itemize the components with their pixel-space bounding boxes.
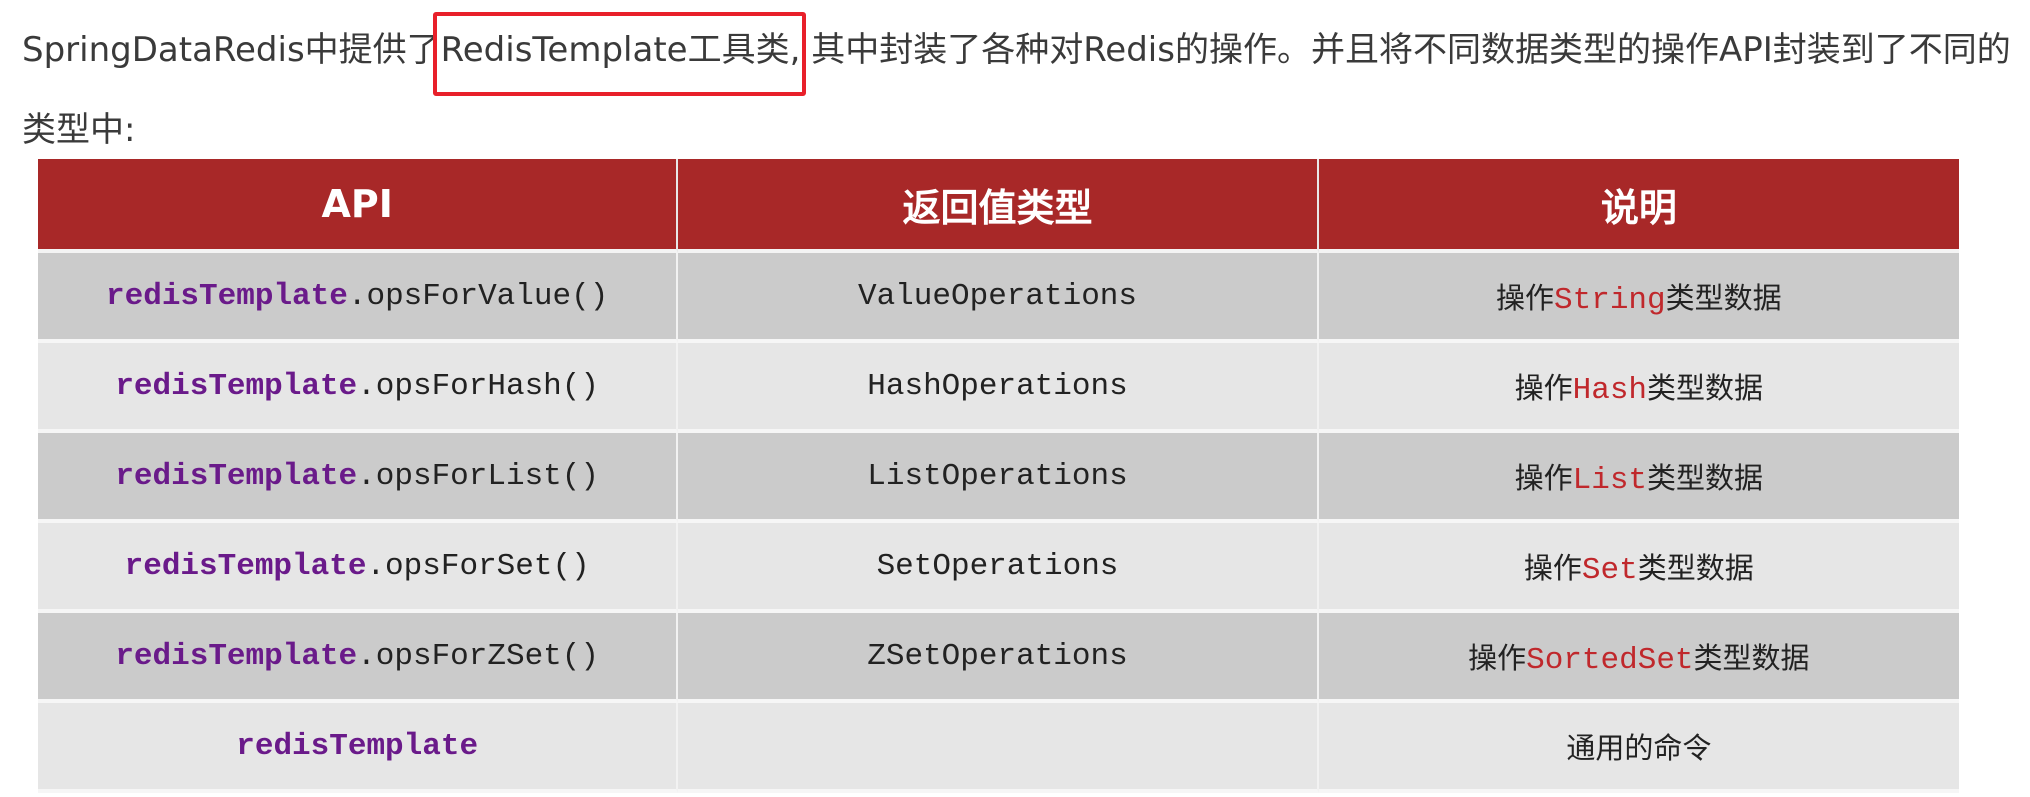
data-type-keyword: Hash (1572, 372, 1648, 408)
table-row: redisTemplate.opsForList() ListOperations… (38, 433, 1959, 523)
api-object: redisTemplate (115, 368, 358, 404)
description-prefix: 操作 (1496, 280, 1555, 315)
highlighted-phrase: RedisTemplate工具类, (432, 10, 807, 96)
header-api: API (38, 159, 679, 253)
description-cell: 通用的命令 (1318, 703, 1959, 793)
table-row: redisTemplate.opsForZSet() ZSetOperations… (38, 613, 1959, 703)
description-prefix: 操作 (1514, 370, 1573, 405)
api-method: .opsForHash() (357, 368, 599, 404)
description-suffix: 类型数据 (1665, 280, 1782, 315)
table-header-row: API 返回值类型 说明 (38, 159, 1959, 253)
api-object: redisTemplate (106, 278, 348, 314)
highlighted-text: RedisTemplate工具类, (440, 30, 801, 70)
return-type-cell: ListOperations (678, 433, 1319, 523)
api-method: .opsForZSet() (357, 638, 599, 674)
table-row: redisTemplate.opsForHash() HashOperations… (38, 343, 1959, 433)
table-row: redisTemplate 通用的命令 (38, 703, 1959, 793)
data-type-keyword: Set (1581, 552, 1638, 588)
api-cell: redisTemplate.opsForSet() (38, 523, 679, 613)
description-suffix: 类型数据 (1647, 460, 1764, 495)
api-method: .opsForSet() (366, 548, 590, 584)
description-suffix: 类型数据 (1647, 370, 1764, 405)
description-cell: 操作Hash类型数据 (1318, 343, 1959, 433)
redis-template-api-table: API 返回值类型 说明 redisTemplate.opsForValue()… (38, 159, 1959, 793)
api-cell: redisTemplate.opsForValue() (38, 253, 679, 343)
intro-text-before: SpringDataRedis中提供了 (22, 30, 441, 70)
table-row: redisTemplate.opsForSet() SetOperations 操作… (38, 523, 1959, 613)
data-type-keyword: List (1572, 462, 1648, 498)
return-type-cell (678, 703, 1319, 793)
return-type-cell: HashOperations (678, 343, 1319, 433)
return-type-cell: SetOperations (678, 523, 1319, 613)
api-method: .opsForValue() (347, 278, 609, 314)
return-type: ZSetOperations (867, 638, 1128, 674)
api-cell: redisTemplate.opsForHash() (38, 343, 679, 433)
intro-paragraph: SpringDataRedis中提供了 RedisTemplate工具类, 其中封… (22, 10, 2012, 170)
description-prefix: 通用的命令 (1566, 730, 1712, 765)
return-type: ValueOperations (857, 278, 1138, 314)
table-row: redisTemplate.opsForValue() ValueOperatio… (38, 253, 1959, 343)
data-type-keyword: String (1554, 282, 1666, 318)
description-cell: 操作SortedSet类型数据 (1318, 613, 1959, 703)
return-type: HashOperations (867, 368, 1128, 404)
return-type: SetOperations (876, 548, 1119, 584)
api-method: .opsForList() (357, 458, 599, 494)
api-cell: redisTemplate.opsForZSet() (38, 613, 679, 703)
description-prefix: 操作 (1514, 460, 1573, 495)
description-suffix: 类型数据 (1637, 550, 1754, 585)
api-object: redisTemplate (115, 638, 358, 674)
intro-text-after: 其中封装了各种对Redis的操作。并且将不同数据类型的操作API封装到了不同的类… (22, 30, 2011, 150)
api-object: redisTemplate (115, 458, 358, 494)
description-cell: 操作Set类型数据 (1318, 523, 1959, 613)
description-prefix: 操作 (1468, 640, 1527, 675)
header-description: 说明 (1318, 159, 1959, 253)
description-prefix: 操作 (1523, 550, 1582, 585)
return-type-cell: ZSetOperations (678, 613, 1319, 703)
api-object: redisTemplate (124, 548, 367, 584)
api-cell: redisTemplate (38, 703, 679, 793)
header-return-type: 返回值类型 (678, 159, 1319, 253)
api-object: redisTemplate (236, 728, 479, 764)
data-type-keyword: SortedSet (1526, 642, 1694, 678)
return-type-cell: ValueOperations (678, 253, 1319, 343)
description-cell: 操作String类型数据 (1318, 253, 1959, 343)
description-suffix: 类型数据 (1693, 640, 1810, 675)
return-type: ListOperations (867, 458, 1128, 494)
highlight-box (432, 12, 807, 96)
api-cell: redisTemplate.opsForList() (38, 433, 679, 523)
description-cell: 操作List类型数据 (1318, 433, 1959, 523)
